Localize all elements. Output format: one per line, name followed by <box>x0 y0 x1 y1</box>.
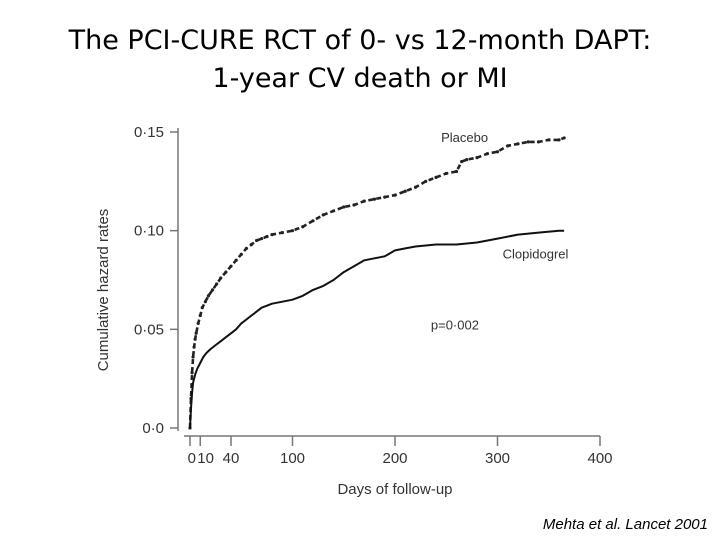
series-point-placebo <box>485 152 489 156</box>
series-point-placebo <box>403 189 407 193</box>
x-tick-label: 100 <box>280 450 305 467</box>
series-point-placebo <box>301 225 305 229</box>
series-point-placebo <box>547 138 551 142</box>
series-point-placebo <box>321 213 325 217</box>
series-point-placebo <box>465 158 469 162</box>
series-point-placebo <box>495 150 500 154</box>
y-axis-label: Cumulative hazard rates <box>95 209 112 372</box>
x-tick-label: 10 <box>197 450 214 467</box>
series-point-placebo <box>393 193 397 197</box>
series-point-placebo <box>224 270 228 274</box>
series-point-placebo <box>460 160 464 164</box>
series-point-placebo <box>506 144 510 148</box>
series-point-placebo <box>270 233 274 237</box>
series-point-placebo <box>191 355 195 359</box>
series-point-placebo <box>362 199 366 203</box>
series-point-placebo <box>352 203 356 207</box>
series-line-placebo <box>188 136 565 429</box>
series-point-placebo <box>562 136 566 140</box>
y-tick-label: 0·05 <box>134 321 164 338</box>
slide-title-line-2: 1-year CV death or MI <box>212 63 508 94</box>
series-point-placebo <box>196 321 200 326</box>
series-point-placebo <box>239 252 243 256</box>
series-point-placebo <box>198 313 202 318</box>
series-point-placebo <box>280 231 284 235</box>
series-point-placebo <box>516 142 520 146</box>
series-label-placebo: Placebo <box>441 130 488 145</box>
y-tick-label: 0·10 <box>134 223 164 240</box>
series-point-placebo <box>557 138 561 142</box>
series-point-placebo <box>229 264 233 268</box>
x-tick-label: 40 <box>223 450 240 467</box>
series-point-placebo <box>244 246 248 251</box>
series-point-placebo <box>413 185 418 189</box>
series-point-placebo <box>194 331 198 335</box>
series-point-placebo <box>190 371 194 375</box>
series-line-clopidogrel <box>189 229 565 429</box>
series-point-placebo <box>203 300 207 304</box>
x-tick-label: 0 <box>188 450 196 467</box>
series-point-placebo <box>249 242 254 247</box>
x-tick-label: 400 <box>587 450 612 467</box>
series-point-placebo <box>260 236 264 241</box>
series-point-placebo <box>265 234 269 239</box>
series-point-placebo <box>536 140 541 144</box>
series-point-placebo <box>192 345 196 349</box>
citation: Mehta et al. Lancet 2001 <box>542 516 708 533</box>
y-tick-label: 0·0 <box>142 420 164 437</box>
series-point-placebo <box>372 197 377 201</box>
series-point-placebo <box>200 306 204 310</box>
series-point-placebo <box>434 175 438 179</box>
series-point-placebo <box>255 238 259 243</box>
series-point-placebo <box>193 337 197 341</box>
series-label-clopidogrel: Clopidogrel <box>503 246 569 261</box>
series-point-placebo <box>331 209 336 213</box>
series-point-placebo <box>234 258 238 262</box>
slide-title: The PCI-CURE RCT of 0- vs 12-month DAPT:… <box>0 22 720 98</box>
series-point-placebo <box>215 282 219 286</box>
p-value-annotation: p=0·002 <box>431 317 479 332</box>
series-point-placebo <box>342 205 346 209</box>
x-axis-label: Days of follow-up <box>337 481 452 498</box>
series-point-placebo <box>454 169 459 174</box>
series-point-placebo <box>311 219 315 223</box>
series-point-placebo <box>526 140 530 144</box>
series-point-placebo <box>424 179 428 183</box>
series-point-placebo <box>444 171 448 176</box>
y-tick-label: 0·15 <box>134 124 164 141</box>
series-point-placebo <box>383 195 387 199</box>
slide-title-line-1: The PCI-CURE RCT of 0- vs 12-month DAPT: <box>68 25 652 56</box>
series-point-placebo <box>219 276 223 280</box>
x-tick-label: 300 <box>485 450 510 467</box>
x-tick-label: 200 <box>382 450 407 467</box>
series-point-placebo <box>290 229 295 233</box>
series-point-placebo <box>475 156 479 160</box>
series-point-placebo <box>210 288 215 292</box>
series-point-placebo <box>206 294 211 298</box>
